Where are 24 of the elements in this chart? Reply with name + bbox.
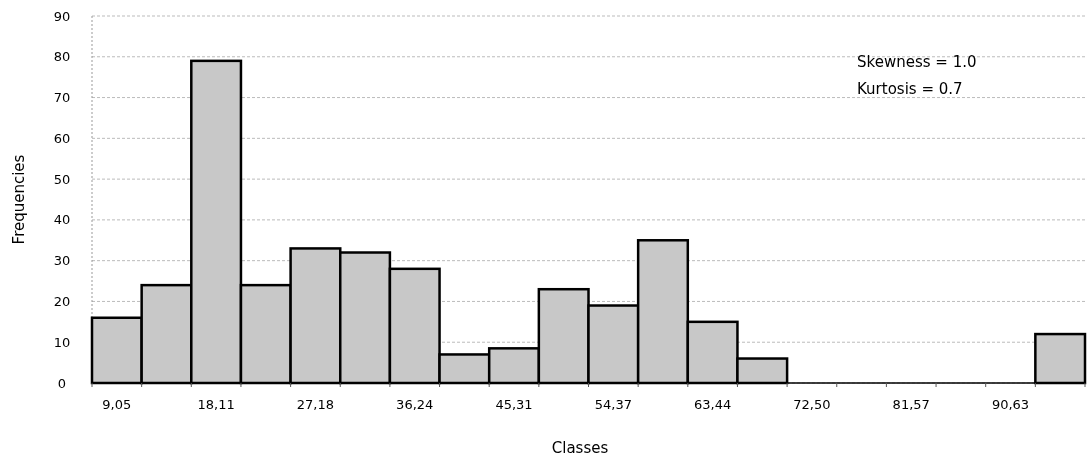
x-axis-title: Classes — [551, 439, 609, 457]
y-axis-title: Frequencies — [10, 154, 28, 245]
x-tick-label: 54,37 — [594, 397, 632, 412]
x-tick-label: 27,18 — [296, 397, 335, 412]
y-tick-label: 90 — [53, 8, 71, 24]
x-tick-label: 81,57 — [892, 397, 930, 412]
y-tick-label: 20 — [53, 293, 71, 309]
y-tick-label: 80 — [53, 49, 71, 65]
y-tick-label: 40 — [53, 212, 71, 228]
x-tick-label: 36,24 — [396, 397, 434, 412]
x-tick-label: 9,05 — [102, 397, 132, 412]
x-tick-label: 18,11 — [197, 397, 235, 412]
x-tick-label: 72,50 — [793, 397, 831, 412]
annotation: Skewness = 1.0 — [857, 53, 977, 71]
x-tick-label: 90,63 — [991, 397, 1030, 412]
y-tick-label: 70 — [53, 90, 71, 106]
y-tick-label: 10 — [53, 334, 71, 350]
x-tick-label: 45,31 — [495, 397, 533, 412]
y-tick-label: 50 — [53, 171, 71, 187]
y-tick-label: 0 — [57, 375, 67, 391]
x-tick-label: 63,44 — [694, 397, 732, 412]
y-tick-label: 30 — [53, 253, 71, 269]
y-tick-label: 60 — [53, 130, 71, 146]
annotation: Kurtosis = 0.7 — [857, 80, 963, 98]
